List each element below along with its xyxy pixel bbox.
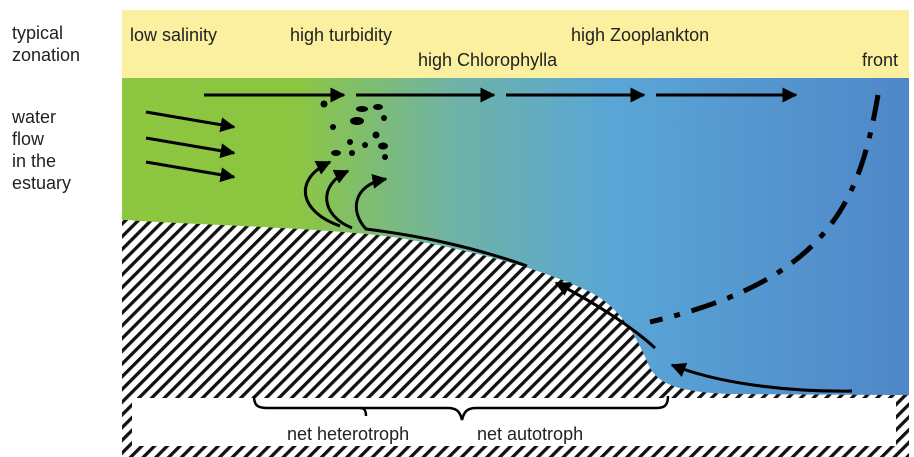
flow-line-4: estuary [12,173,72,193]
net-autotroph-label: net autotroph [477,424,584,444]
zone-braces [252,395,670,421]
flow-line-2: flow [12,129,45,149]
sediment-bed [122,220,896,446]
zonation-line-2: zonation [12,45,81,65]
bottom-return-arrows [303,160,853,393]
zone-high-zooplankton: high Zooplankton [571,25,710,45]
flow-side-label: water flow in the estuary [12,106,71,194]
turbidity-particles [320,100,388,160]
zone-high-turbidity: high turbidity [290,25,393,45]
zone-front: front [862,50,899,70]
zone-low-salinity: low salinity [130,25,218,45]
zonation-line-1: typical [12,23,64,43]
zonation-side-label: typical zonation [12,22,80,66]
flow-line-3: in the [12,151,57,171]
zone-high-chlorophylla: high Chlorophylla [418,50,558,70]
inflow-arrows [145,110,236,183]
flow-line-1: water [12,107,57,127]
front-boundary [649,94,881,325]
net-heterotroph-label: net heterotroph [287,424,410,444]
zonation-band [122,10,909,78]
